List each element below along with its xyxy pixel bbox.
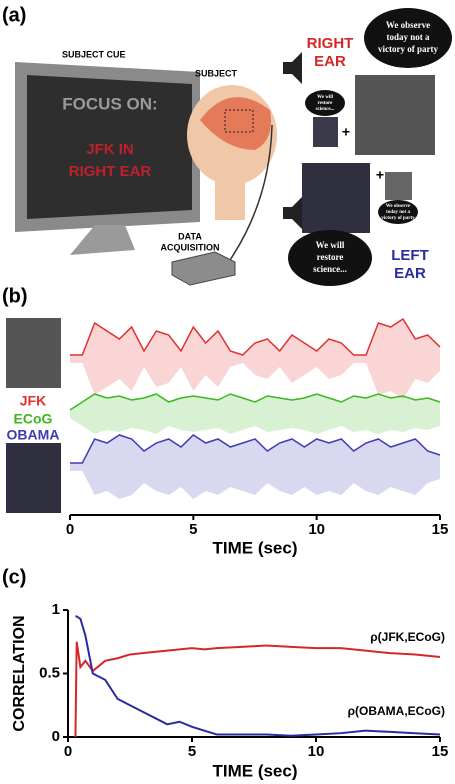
panel-label: (b) — [2, 285, 28, 307]
bubble-text: today not a — [386, 32, 430, 42]
trace-spread — [70, 394, 440, 434]
screen-text: FOCUS ON: — [62, 94, 157, 113]
x-axis-label: TIME (sec) — [212, 761, 297, 780]
x-tick-label: 15 — [432, 521, 449, 538]
y-tick-label: 0 — [52, 728, 60, 745]
screen-text: JFK IN — [86, 141, 134, 158]
photo-obama-small — [313, 117, 338, 147]
plus: + — [376, 167, 384, 183]
bubble-text: We will — [317, 95, 334, 100]
line — [75, 642, 440, 737]
bubble-text: victory of party — [378, 44, 438, 54]
bubble-text: restore — [317, 252, 344, 262]
left-ear-label: LEFT — [391, 247, 429, 264]
acquisition-box — [172, 252, 235, 285]
monitor-stand — [70, 225, 135, 255]
legend-label: JFK — [20, 393, 46, 409]
panel-label: (a) — [2, 4, 26, 26]
bubble-text: We observe — [386, 204, 411, 209]
legend-label: ECoG — [14, 411, 53, 427]
x-axis-label: TIME (sec) — [212, 538, 297, 557]
x-tick-label: 0 — [64, 743, 72, 760]
x-tick-label: 10 — [308, 743, 325, 760]
bubble-text: We observe — [386, 20, 430, 30]
bubble-text: restore — [318, 101, 334, 106]
bubble-text: We will — [316, 240, 345, 250]
right-ear-label: EAR — [314, 53, 346, 70]
right-ear-label: RIGHT — [307, 35, 354, 52]
acquisition-label: DATA — [178, 231, 202, 241]
plus: + — [342, 124, 350, 140]
photo-obama — [6, 443, 61, 513]
photo-jfk-small — [385, 172, 412, 200]
photo-obama — [302, 163, 370, 233]
neck — [215, 175, 245, 220]
acquisition-label: ACQUISITION — [160, 242, 219, 252]
bubble-text: today not a — [386, 210, 410, 215]
screen-text: RIGHT EAR — [69, 163, 152, 180]
trace-spread — [70, 319, 440, 399]
legend-label: ρ(JFK,ECoG) — [370, 630, 445, 644]
figure: (a) (b) (c) SUBJECT CUE FOCUS ON: JFK IN… — [0, 0, 455, 784]
subject-label: SUBJECT — [195, 68, 238, 78]
bubble-text: science... — [313, 264, 347, 274]
trace-spread — [70, 435, 440, 499]
bubble-text: science... — [316, 107, 335, 112]
y-tick-label: 0.5 — [39, 664, 60, 681]
panel-label: (c) — [2, 566, 26, 588]
left-ear-label: EAR — [394, 265, 426, 282]
bubble-text: victory of party — [381, 216, 415, 221]
subject-cue: SUBJECT CUE — [62, 49, 126, 59]
y-tick-label: 1 — [52, 601, 60, 618]
x-tick-label: 5 — [188, 743, 196, 760]
x-tick-label: 5 — [189, 521, 197, 538]
x-tick-label: 0 — [66, 521, 74, 538]
photo-jfk — [355, 75, 435, 155]
legend-label: ρ(OBAMA,ECoG) — [348, 704, 445, 718]
x-tick-label: 10 — [308, 521, 325, 538]
y-axis-label: CORRELATION — [11, 615, 28, 731]
speaker — [283, 197, 302, 229]
legend-label: OBAMA — [7, 427, 60, 443]
speaker — [283, 52, 302, 84]
photo-jfk — [6, 318, 61, 388]
x-tick-label: 15 — [432, 743, 449, 760]
